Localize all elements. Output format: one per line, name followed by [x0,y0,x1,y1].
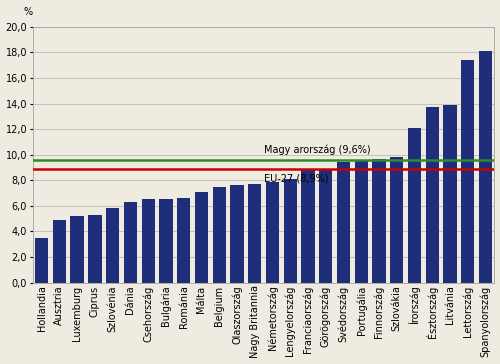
Bar [461,60,474,283]
Bar [195,192,208,283]
Bar [319,170,332,283]
Bar [337,162,350,283]
Bar [124,202,137,283]
Bar [479,51,492,283]
Bar [426,107,439,283]
Bar [444,105,456,283]
Bar [70,216,84,283]
Bar [142,199,155,283]
Bar [284,179,297,283]
Bar [230,185,243,283]
Text: EU-27 (8,9%): EU-27 (8,9%) [264,174,328,184]
Bar [212,187,226,283]
Bar [88,215,102,283]
Bar [106,209,120,283]
Bar [52,220,66,283]
Bar [266,182,279,283]
Bar [354,161,368,283]
Bar [302,170,314,283]
Bar [408,128,421,283]
Bar [390,157,404,283]
Text: %: % [24,7,32,16]
Bar [248,184,262,283]
Text: Magy arország (9,6%): Magy arország (9,6%) [264,144,370,155]
Bar [177,198,190,283]
Bar [160,199,172,283]
Bar [372,159,386,283]
Bar [35,238,48,283]
